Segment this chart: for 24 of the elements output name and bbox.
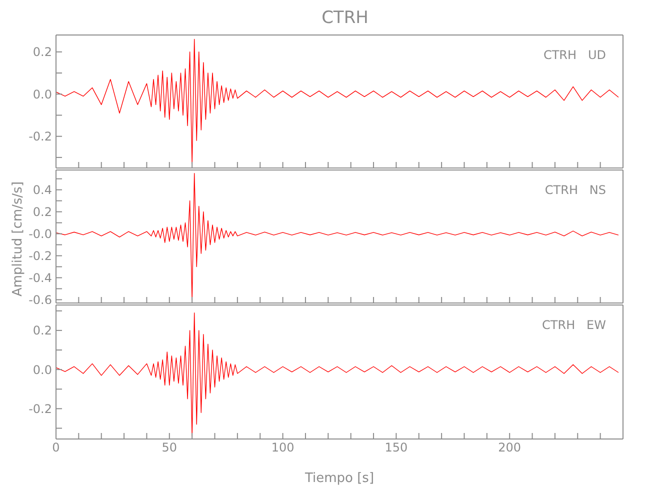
y-tick-label: 0.2 — [32, 205, 52, 220]
y-tick-label: 0.4 — [32, 183, 52, 198]
annotation: CTRH EW — [542, 318, 606, 332]
annotation: CTRH UD — [543, 48, 606, 62]
x-tick-label: 150 — [384, 440, 408, 455]
y-tick-label: -0.2 — [28, 130, 52, 144]
y-tick-label: 0.2 — [32, 45, 52, 60]
annotation: CTRH NS — [544, 183, 606, 197]
y-tick-label: 0.0 — [32, 87, 52, 102]
y-tick-label: 0.0 — [32, 362, 52, 377]
y-tick-label: -0.4 — [28, 270, 52, 285]
y-tick-label: -0.6 — [28, 292, 52, 307]
y-tick-label: 0.2 — [32, 324, 52, 338]
chart-title: CTRH — [320, 8, 370, 30]
y-tick-label: -0.2 — [28, 402, 52, 416]
y-tick-label: -0.2 — [28, 248, 52, 263]
x-tick-label: 50 — [162, 440, 178, 455]
x-tick-label: 0 — [52, 440, 60, 455]
x-tick-label: 200 — [498, 440, 522, 455]
x-tick-label: 100 — [271, 440, 294, 455]
y-tick-label: -0.0 — [28, 227, 52, 242]
line-series — [56, 38, 619, 164]
y-axis-title: Amplitud [cm/s/s] — [10, 181, 26, 296]
x-axis-title: Tiempo [s] — [304, 471, 374, 486]
